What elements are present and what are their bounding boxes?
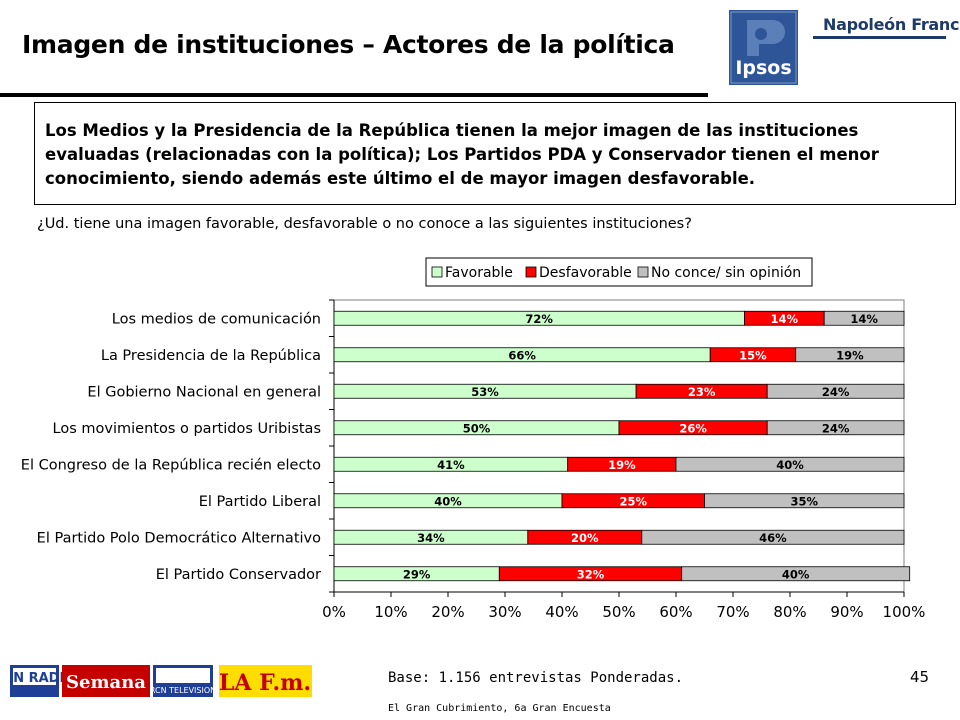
media-logos: RCN RADIO Semana RCN TELEVISION LA F.m. — [0, 660, 320, 704]
category-label: Los movimientos o partidos Uribistas — [53, 421, 321, 437]
ipsos-logo-text: Ipsos — [735, 57, 791, 79]
bar-segment — [823, 310, 905, 326]
bar-segment — [675, 456, 905, 472]
x-tick-label: 100% — [883, 603, 926, 621]
data-label: 34% — [417, 531, 445, 545]
bar-segment — [766, 420, 905, 436]
data-label: 25% — [619, 494, 647, 508]
legend-label: Favorable — [445, 265, 513, 281]
data-label: 66% — [508, 348, 536, 362]
brand-logo-underline — [813, 36, 946, 39]
data-label: 35% — [790, 494, 818, 508]
category-label: La Presidencia de la República — [101, 348, 321, 364]
x-tick-label: 80% — [773, 603, 806, 621]
la-fm-logo-text: LA F.m. — [219, 670, 311, 696]
x-tick-label: 70% — [716, 603, 749, 621]
data-label: 15% — [739, 348, 767, 362]
data-label: 26% — [679, 421, 707, 435]
rcn-radio-logo: RCN RADIO — [0, 665, 75, 697]
semana-logo: Semana — [62, 665, 150, 697]
x-tick-label: 40% — [545, 603, 578, 621]
data-label: 41% — [437, 458, 465, 472]
la-fm-logo: LA F.m. — [219, 665, 312, 697]
data-label: 40% — [776, 458, 804, 472]
summary-text: Los Medios y la Presidencia de la Repúbl… — [45, 121, 879, 188]
footer-base-note: Base: 1.156 entrevistas Ponderadas. — [388, 670, 684, 686]
semana-logo-text: Semana — [66, 672, 146, 693]
data-label: 24% — [822, 421, 850, 435]
brand-logo-text: Napoleón Franco — [823, 15, 960, 34]
data-label: 20% — [571, 531, 599, 545]
x-tick-label: 60% — [659, 603, 692, 621]
x-tick-label: 20% — [431, 603, 464, 621]
title-divider — [0, 93, 708, 97]
bar-segment — [704, 493, 905, 509]
x-tick-label: 30% — [488, 603, 521, 621]
legend-box — [425, 257, 813, 287]
data-label: 72% — [525, 312, 553, 326]
data-label: 19% — [608, 458, 636, 472]
data-label: 46% — [759, 531, 787, 545]
category-label: El Congreso de la República recién elect… — [21, 457, 321, 473]
category-label: Los medios de comunicación — [112, 311, 321, 327]
legend-swatch — [431, 266, 443, 278]
legend-swatch — [637, 266, 649, 278]
legend-swatch — [525, 266, 537, 278]
category-label: El Partido Conservador — [156, 567, 321, 583]
data-label: 50% — [463, 421, 491, 435]
x-tick-label: 50% — [602, 603, 635, 621]
x-tick-label: 0% — [322, 603, 346, 621]
summary-box: Los Medios y la Presidencia de la Repúbl… — [34, 102, 956, 205]
data-label: 24% — [822, 385, 850, 399]
page-title: Imagen de instituciones – Actores de la … — [22, 30, 675, 59]
data-label: 29% — [403, 567, 431, 581]
stacked-bar-chart: 0% 10% 20% 30% 40% 50% 60% 70% 80% 90% 100% Los med… — [21, 257, 926, 621]
data-label: 53% — [471, 385, 499, 399]
bar-segment — [766, 383, 905, 399]
data-label: 14% — [771, 312, 799, 326]
category-label: El Gobierno Nacional en general — [87, 384, 321, 400]
plot-area — [333, 299, 905, 593]
category-label: El Partido Liberal — [199, 494, 321, 510]
rcn-radio-logo-text: RCN RADIO — [10, 671, 75, 686]
data-label: 32% — [577, 567, 605, 581]
bar-segment — [795, 347, 905, 363]
bar-segment — [681, 566, 911, 582]
data-label: 40% — [782, 567, 810, 581]
footer-source: El Gran Cubrimiento, 6a Gran Encuesta — [388, 703, 611, 714]
bar-segment — [641, 529, 905, 545]
data-label: 19% — [836, 348, 864, 362]
survey-question: ¿Ud. tiene una imagen favorable, desfavo… — [37, 216, 692, 232]
rcn-television-logo: RCN TELEVISION — [150, 665, 216, 697]
data-label: 40% — [434, 494, 462, 508]
legend-label: Desfavorable — [539, 265, 632, 281]
x-tick-label: 90% — [830, 603, 863, 621]
rcn-television-logo-text: RCN TELEVISION — [150, 686, 216, 695]
category-label: El Partido Polo Democrático Alternativo — [37, 530, 321, 546]
data-label: 14% — [850, 312, 878, 326]
page-number: 45 — [910, 668, 930, 686]
legend-label: No conce/ sin opinión — [651, 265, 801, 281]
x-tick-label: 10% — [374, 603, 407, 621]
ipsos-logo: Ipsos — [729, 10, 798, 85]
data-label: 23% — [688, 385, 716, 399]
